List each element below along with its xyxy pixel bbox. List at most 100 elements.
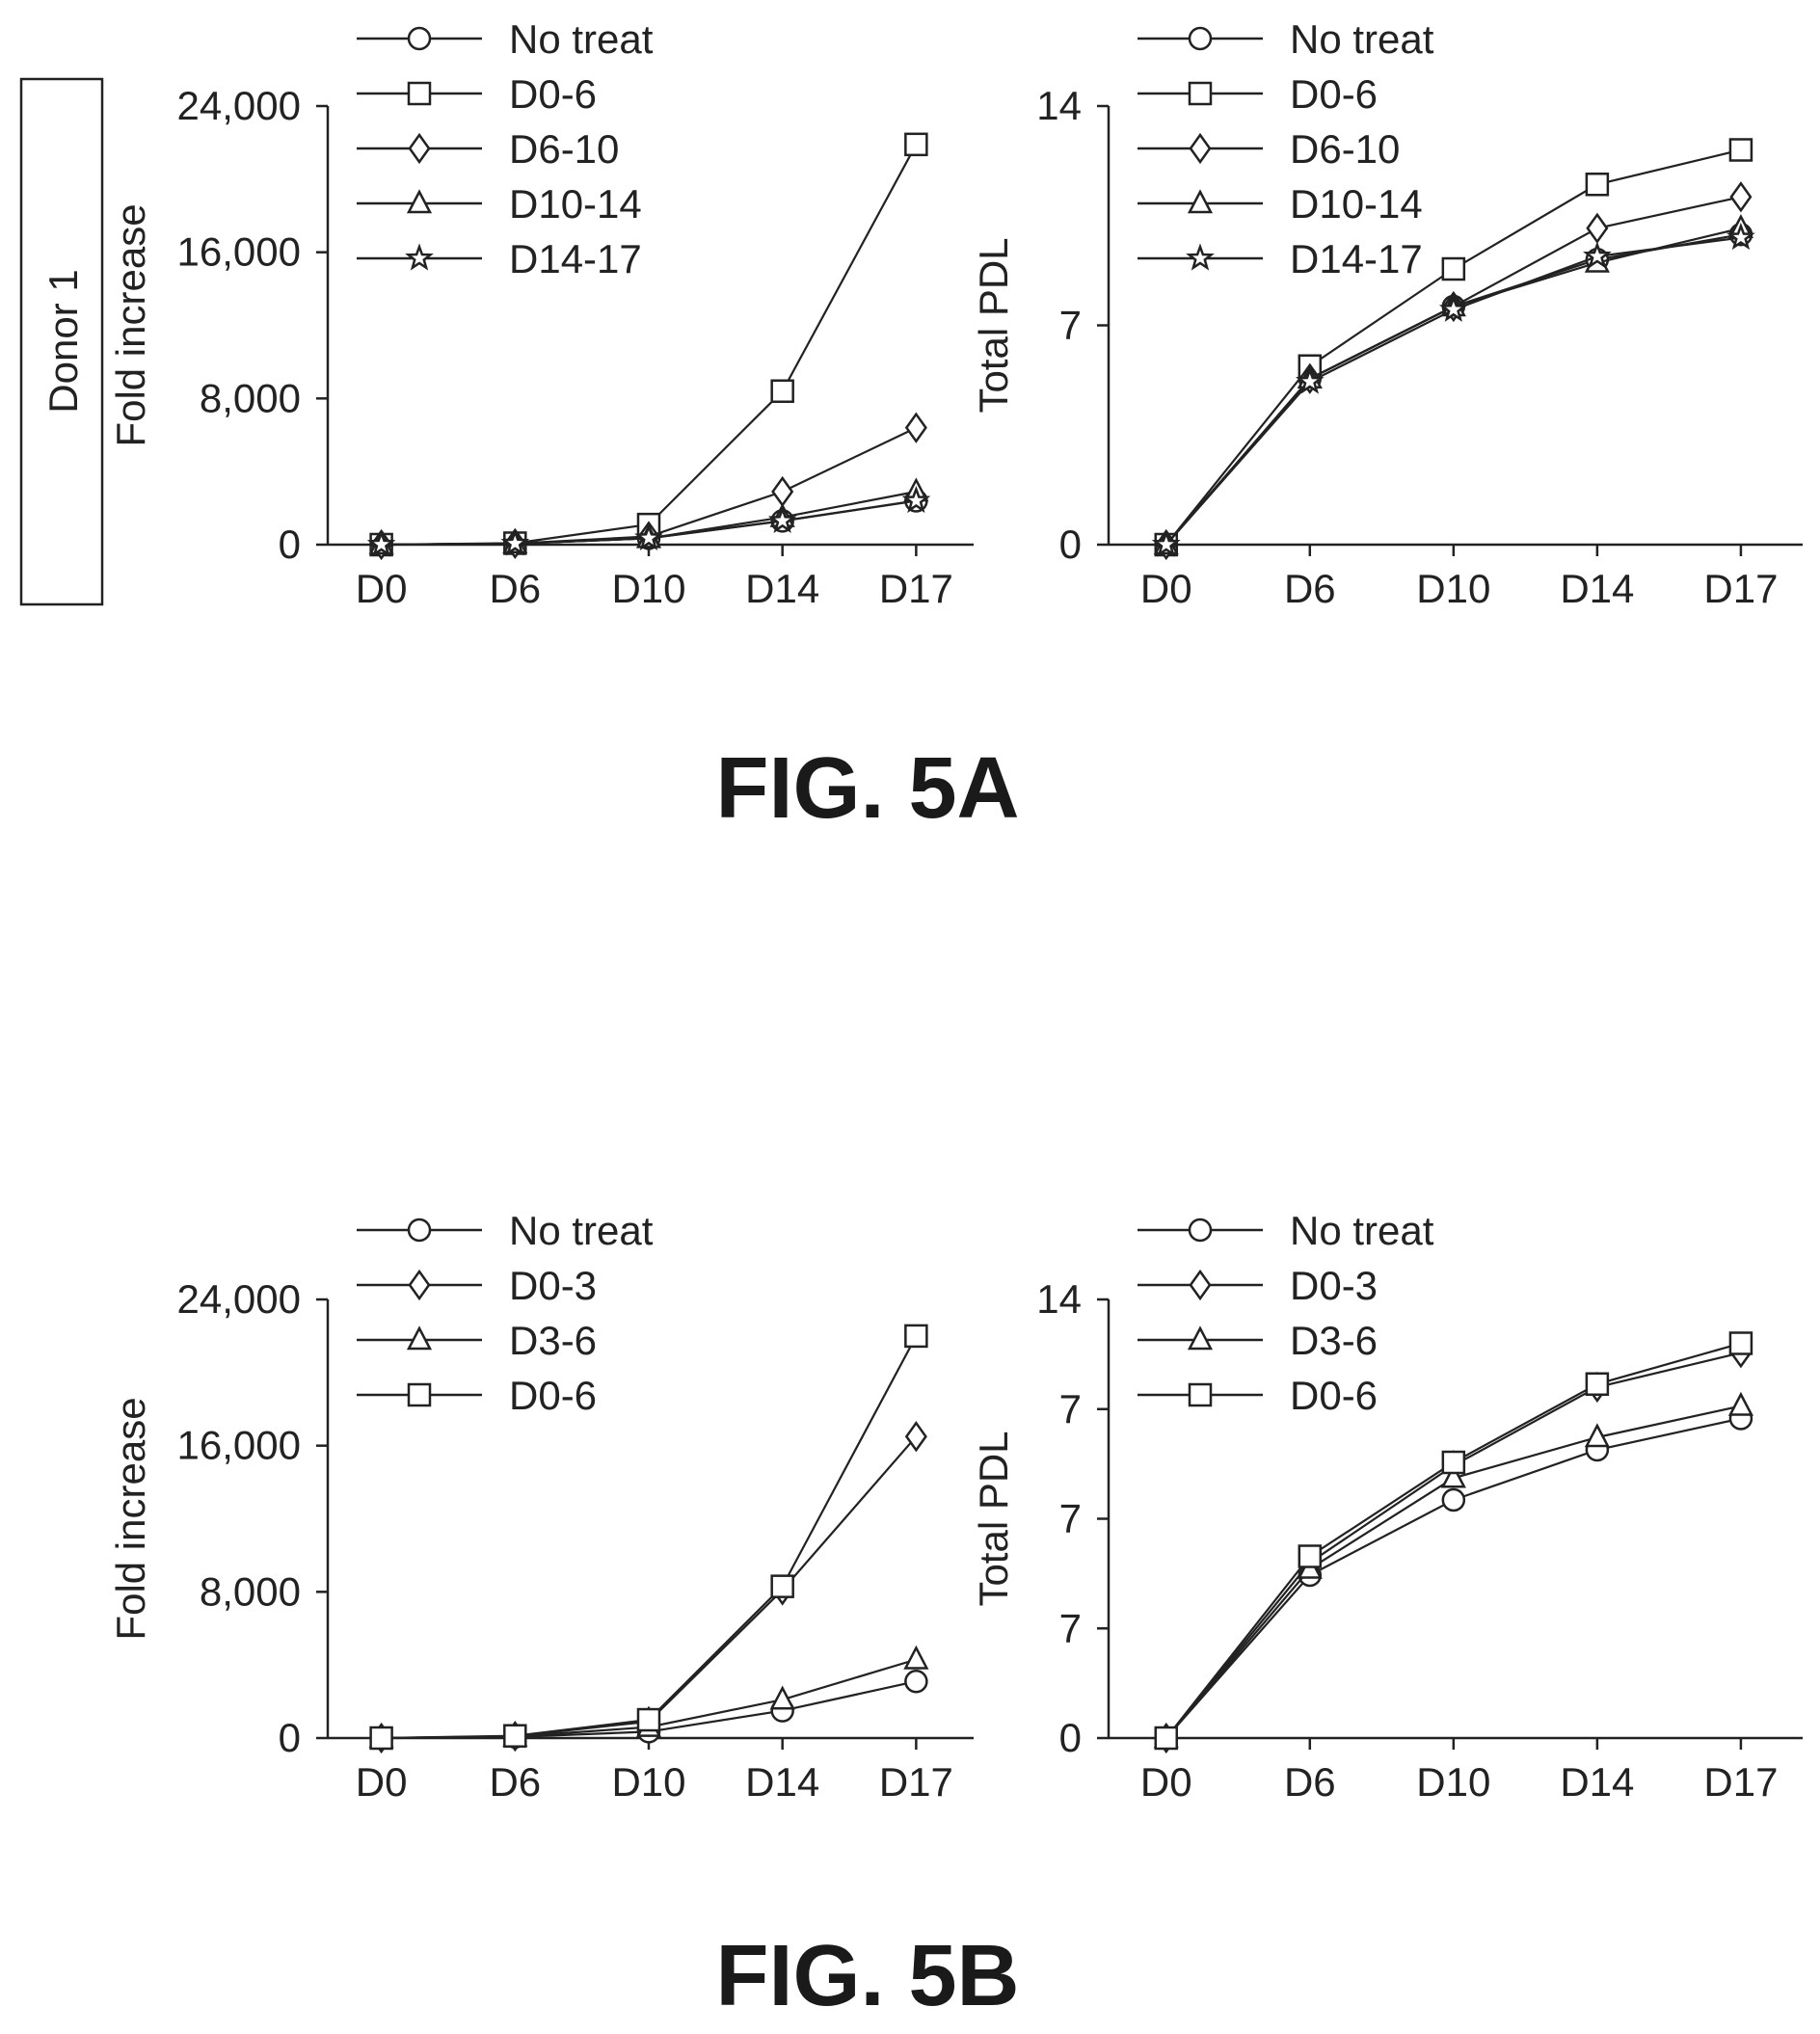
- legend: No treat D0-6 D6-10 D10-14 D14-17: [1138, 16, 1434, 281]
- legend-marker-no-treat: [1188, 1218, 1213, 1243]
- series-d0-6: [369, 132, 928, 557]
- legend-label-no-treat: No treat: [1290, 16, 1434, 62]
- data-point-d0-6-d14: [1585, 1372, 1610, 1396]
- data-point-d0-6-d17: [1728, 138, 1753, 162]
- data-point-d0-3-d17: [904, 1421, 927, 1453]
- legend-marker-d6-10: [1189, 132, 1212, 165]
- legend-marker-no-treat: [407, 26, 432, 51]
- legend-label-no-treat: No treat: [1290, 1208, 1434, 1253]
- legend-label-d0-6: D0-6: [509, 71, 597, 117]
- legend-marker-d0-6: [1188, 1382, 1213, 1407]
- y-tick-label: 7: [1059, 1386, 1082, 1432]
- data-point-d14-17-d6: [500, 528, 530, 556]
- data-point-d3-6-d17: [1727, 1391, 1753, 1416]
- y-tick-label: 8,000: [200, 1568, 301, 1614]
- data-point-d14-17-d0: [1151, 529, 1181, 557]
- x-tick-label-d6: D6: [489, 1759, 541, 1805]
- legend-marker-d0-3: [408, 1269, 431, 1301]
- y-tick-label: 14: [1036, 83, 1082, 128]
- x-tick-label-d14: D14: [1560, 566, 1634, 611]
- y-tick-label: 14: [1036, 1276, 1082, 1322]
- data-point-d0-6-d17: [904, 132, 928, 157]
- data-point-d0-6-d0: [1154, 1726, 1179, 1751]
- data-point-d0-6-d6: [503, 1724, 527, 1748]
- legend-label-d0-6: D0-6: [1290, 1373, 1378, 1418]
- series-d0-3: [1155, 1337, 1753, 1754]
- y-tick-label: 7: [1059, 1605, 1082, 1650]
- x-tick-label-d0: D0: [356, 566, 408, 611]
- series-line-d0-3: [381, 1435, 918, 1740]
- legend-label-d10-14: D10-14: [509, 181, 642, 227]
- y-tick-label: 16,000: [177, 229, 301, 275]
- data-point-d0-6-d14: [770, 1574, 794, 1598]
- x-tick-label-d17: D17: [879, 566, 953, 611]
- x-tick-label-d14: D14: [1560, 1759, 1634, 1805]
- data-point-d6-10-d17: [904, 412, 927, 443]
- chart-5a-total-pdl: 0 7 14 D0 D6 D10 D14 D17 Total PDL No treat D0-6 D6…: [971, 16, 1803, 611]
- series-d14-17: [1151, 222, 1755, 557]
- series-d14-17: [366, 485, 931, 557]
- legend-label-d3-6: D3-6: [1290, 1318, 1378, 1363]
- data-point-no-treat-d10: [1441, 1487, 1466, 1512]
- data-point-d3-6-d17: [903, 1645, 929, 1670]
- x-tick-label-d10: D10: [1416, 1759, 1490, 1805]
- y-tick-label: 0: [279, 1715, 301, 1760]
- x-tick-label-d0: D0: [1140, 566, 1192, 611]
- series-line-d0-6: [1164, 148, 1742, 546]
- series-line-no-treat: [1164, 233, 1742, 546]
- legend-label-d0-6: D0-6: [1290, 71, 1378, 117]
- y-tick-label: 7: [1059, 1496, 1082, 1541]
- data-point-d3-6-d14: [1584, 1423, 1610, 1448]
- legend-marker-d0-6: [407, 81, 432, 106]
- data-point-d0-6-d6: [1298, 1544, 1323, 1568]
- series-d3-6: [1153, 1391, 1753, 1749]
- legend: No treat D0-6 D6-10 D10-14 D14-17: [357, 16, 654, 281]
- series-line-d0-6: [1164, 1342, 1742, 1739]
- data-point-d14-17-d17: [901, 485, 931, 514]
- data-point-d14-17-d14: [1583, 241, 1612, 269]
- chart-5b-fold-increase: 0 8,000 16,000 24,000 D0 D6 D10 D14 D17 Fold incr…: [108, 1208, 974, 1805]
- legend-label-no-treat: No treat: [509, 16, 654, 62]
- chart-5a-fold-increase: 0 8,000 16,000 24,000 D0 D6 D10 D14 D17 Fold incr…: [108, 16, 974, 611]
- data-point-d0-6-d14: [770, 379, 794, 403]
- legend-label-d6-10: D6-10: [509, 126, 619, 172]
- legend-marker-d10-14: [406, 189, 433, 214]
- chart-5b-total-pdl: 0 7 7 7 14 D0 D6 D10 D14 D17 Total PDL No treat D0-3…: [971, 1208, 1803, 1805]
- legend-marker-d0-6: [1188, 81, 1213, 106]
- y-tick-label: 8,000: [200, 375, 301, 420]
- series-line-d0-6: [381, 1335, 918, 1740]
- data-point-d0-6-d10: [636, 1707, 661, 1732]
- legend: No treat D0-3 D3-6 D0-6: [357, 1208, 654, 1418]
- x-tick-label-d14: D14: [745, 1759, 819, 1805]
- data-point-d0-6-d17: [1728, 1331, 1753, 1355]
- x-tick-label-d0: D0: [356, 1759, 408, 1805]
- series-line-d0-3: [1164, 1352, 1742, 1739]
- legend-label-no-treat: No treat: [509, 1208, 654, 1253]
- legend-marker-d14-17: [1186, 243, 1215, 271]
- figure-label-5a: FIG. 5A: [715, 740, 1019, 837]
- data-point-d0-6-d0: [369, 1726, 393, 1751]
- legend-marker-d0-3: [1189, 1269, 1212, 1301]
- y-tick-label: 24,000: [177, 83, 301, 128]
- legend-marker-no-treat: [407, 1218, 432, 1243]
- donor-box: [19, 77, 104, 606]
- y-axis-label: Total PDL: [971, 1431, 1016, 1606]
- legend-marker-d3-6: [406, 1325, 433, 1351]
- legend-marker-no-treat: [1188, 26, 1213, 51]
- data-point-d14-17-d0: [366, 529, 396, 557]
- x-tick-label-d6: D6: [1284, 566, 1336, 611]
- data-point-d6-10-d17: [1729, 181, 1753, 213]
- data-point-d14-17-d10: [1438, 294, 1468, 322]
- y-tick-label: 0: [279, 522, 301, 567]
- legend-marker-d3-6: [1187, 1325, 1214, 1351]
- x-tick-label-d17: D17: [1703, 1759, 1778, 1805]
- legend-label-d3-6: D3-6: [509, 1318, 597, 1363]
- data-point-d14-17-d17: [1726, 222, 1755, 251]
- legend-marker-d10-14: [1187, 189, 1214, 214]
- donor-label: Donor 1: [40, 269, 86, 413]
- data-point-d0-6-d17: [904, 1324, 928, 1349]
- data-point-d6-10-d14: [771, 475, 794, 508]
- legend-label-d0-6: D0-6: [509, 1373, 597, 1418]
- data-point-d14-17-d14: [767, 505, 797, 534]
